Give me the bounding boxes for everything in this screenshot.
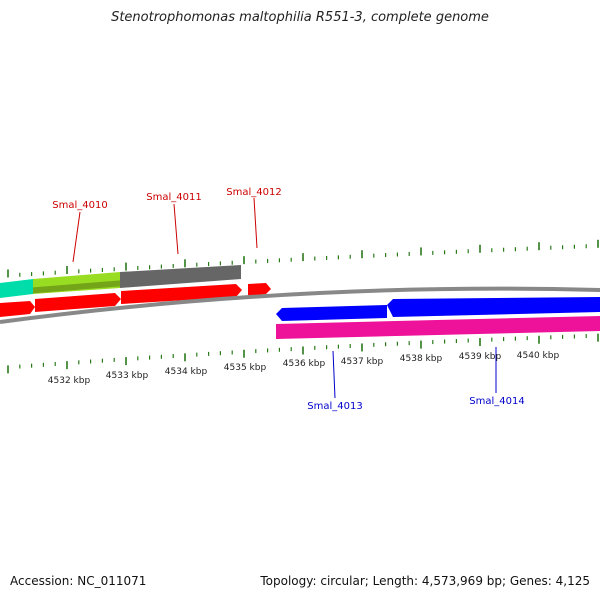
gene-label-smal-4010: Smal_4010 xyxy=(52,200,107,211)
tick-label-4538: 4538 kbp xyxy=(400,354,443,364)
gene-pink xyxy=(276,316,600,339)
cds-red-2 xyxy=(35,293,121,312)
leader-smal-4013 xyxy=(332,350,336,399)
gene-label-smal-4012: Smal_4012 xyxy=(226,187,281,198)
cds-red-4 xyxy=(248,283,271,296)
inner-tick-ring xyxy=(7,333,599,374)
tick-label-4539: 4539 kbp xyxy=(459,352,502,362)
feature-grey xyxy=(120,265,241,288)
gene-label-smal-4011: Smal_4011 xyxy=(146,192,201,203)
leader-smal-4011 xyxy=(173,203,179,255)
genome-backbone xyxy=(0,286,600,324)
tick-label-4534: 4534 kbp xyxy=(165,367,208,377)
cds-red-3 xyxy=(121,284,242,304)
feature-teal xyxy=(0,279,33,298)
outer-tick-ring xyxy=(7,239,599,278)
kbp-tick-labels: 4532 kbp 4533 kbp 4534 kbp 4535 kbp 4536… xyxy=(48,351,560,386)
cds-blue-2 xyxy=(387,297,600,317)
cds-red-1 xyxy=(0,301,35,317)
gene-label-smal-4013: Smal_4013 xyxy=(307,401,362,412)
tick-label-4540: 4540 kbp xyxy=(517,351,560,361)
tick-label-4532: 4532 kbp xyxy=(48,376,91,386)
cds-blue-1 xyxy=(276,305,387,321)
map-title: Stenotrophomonas maltophilia R551-3, com… xyxy=(111,10,489,25)
feature-lime-shade xyxy=(33,280,120,294)
gene-label-smal-4014: Smal_4014 xyxy=(469,396,524,407)
tick-label-4536: 4536 kbp xyxy=(283,359,326,369)
accession-text: Accession: NC_011071 xyxy=(10,574,147,588)
tick-label-4535: 4535 kbp xyxy=(224,363,267,373)
tick-label-4537: 4537 kbp xyxy=(341,357,384,367)
genome-summary-text: Topology: circular; Length: 4,573,969 bp… xyxy=(260,574,590,588)
leader-smal-4010 xyxy=(72,211,81,263)
tick-label-4533: 4533 kbp xyxy=(106,371,149,381)
leader-smal-4012 xyxy=(253,197,258,249)
